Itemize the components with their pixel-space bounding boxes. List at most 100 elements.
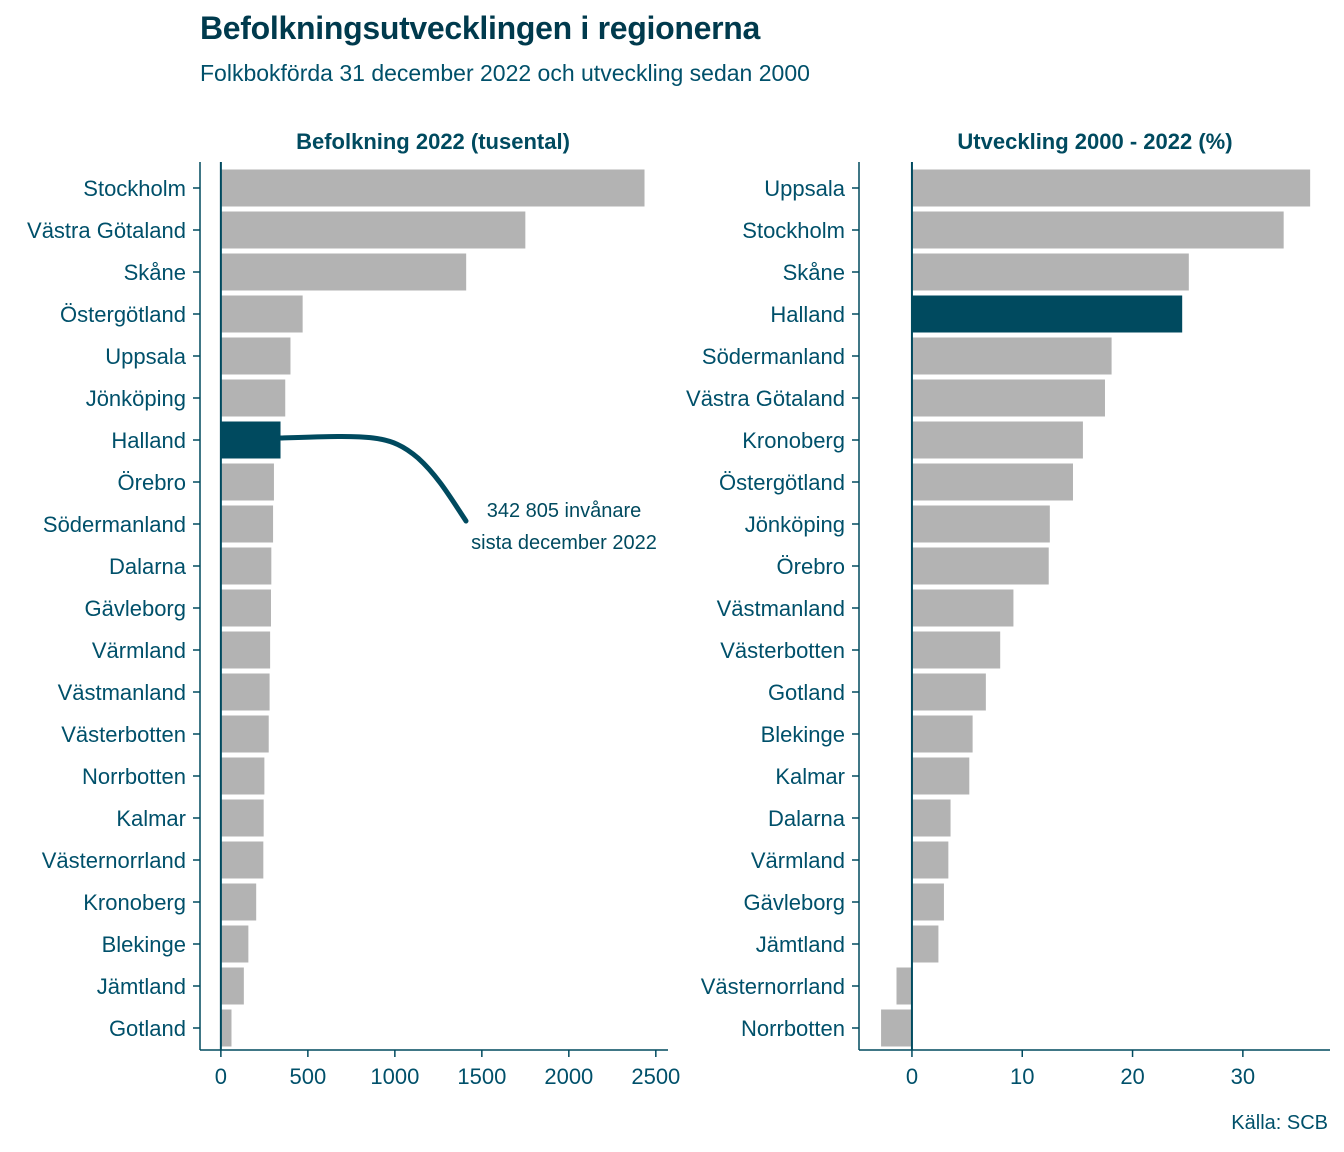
bar-2-västmanland [911,589,1014,627]
category-label-2: Jönköping [745,512,845,537]
bar-2-södermanland [911,337,1112,375]
category-label-1: Norrbotten [82,764,186,789]
chart-title: Befolkningsutvecklingen i regionerna [200,10,760,46]
category-label-1: Gotland [109,1016,186,1041]
category-label-1: Östergötland [60,302,186,327]
category-label-2: Östergötland [719,470,845,495]
bar-1-stockholm [220,169,645,207]
bar-1-kalmar [220,799,264,837]
category-label-1: Kalmar [116,806,186,831]
x-tick-label-2: 20 [1120,1064,1144,1089]
category-label-2: Kalmar [775,764,845,789]
bar-2-halland [911,295,1183,333]
bar-1-västmanland [220,673,270,711]
bar-2-norrbotten [881,1009,912,1047]
bar-1-jönköping [220,379,286,417]
bar-1-örebro [220,463,274,501]
category-label-1: Jönköping [86,386,186,411]
category-label-1: Västmanland [58,680,186,705]
category-label-2: Västernorrland [701,974,845,999]
bar-2-värmland [911,841,949,879]
bar-1-skåne [220,253,467,291]
category-label-1: Jämtland [97,974,186,999]
category-label-1: Gävleborg [84,596,186,621]
bar-1-västra-götaland [220,211,526,249]
chart-subtitle: Folkbokförda 31 december 2022 och utveck… [200,60,810,86]
bar-2-skåne [911,253,1189,291]
bar-1-norrbotten [220,757,265,795]
category-label-1: Skåne [124,260,186,285]
category-label-1: Blekinge [102,932,186,957]
bar-2-gävleborg [911,883,944,921]
bar-2-örebro [911,547,1049,585]
annotation-line-1: 342 805 invånare [487,500,642,522]
panel-title-2: Utveckling 2000 - 2022 (%) [957,129,1232,154]
annotation-line-2: sista december 2022 [471,532,657,554]
x-tick-label-1: 1500 [457,1064,506,1089]
bar-2-jönköping [911,505,1050,543]
bar-1-halland [220,421,281,459]
bar-2-västerbotten [911,631,1001,669]
bar-2-uppsala [911,169,1311,207]
bar-1-kronoberg [220,883,257,921]
annotation-arrow [278,433,469,524]
category-label-2: Södermanland [702,344,845,369]
category-label-1: Västerbotten [61,722,186,747]
category-label-2: Blekinge [761,722,845,747]
bar-1-västerbotten [220,715,269,753]
panel-title-1: Befolkning 2022 (tusental) [296,129,570,154]
x-tick-label-2: 0 [906,1064,918,1089]
bar-2-kronoberg [911,421,1083,459]
category-label-2: Värmland [751,848,845,873]
bar-2-jämtland [911,925,939,963]
bar-1-blekinge [220,925,249,963]
category-label-1: Västra Götaland [27,218,186,243]
x-tick-label-1: 1000 [370,1064,419,1089]
category-label-2: Jämtland [756,932,845,957]
category-label-2: Örebro [777,554,845,579]
bar-1-västernorrland [220,841,264,879]
bar-1-gotland [220,1009,232,1047]
bar-2-gotland [911,673,986,711]
category-label-1: Kronoberg [83,890,186,915]
x-tick-label-1: 2500 [631,1064,680,1089]
category-label-2: Gävleborg [743,890,845,915]
category-label-2: Skåne [783,260,845,285]
x-tick-label-1: 500 [290,1064,327,1089]
bar-2-västernorrland [896,967,912,1005]
category-label-1: Södermanland [43,512,186,537]
bar-2-dalarna [911,799,951,837]
bar-1-jämtland [220,967,244,1005]
bar-1-värmland [220,631,271,669]
category-label-1: Dalarna [109,554,187,579]
x-tick-label-1: 2000 [544,1064,593,1089]
category-label-2: Uppsala [764,176,845,201]
bar-2-östergötland [911,463,1073,501]
bar-2-blekinge [911,715,973,753]
x-tick-label-2: 10 [1010,1064,1034,1089]
x-tick-label-2: 30 [1231,1064,1255,1089]
category-label-2: Västra Götaland [686,386,845,411]
category-label-2: Kronoberg [742,428,845,453]
category-label-2: Halland [770,302,845,327]
category-label-1: Värmland [92,638,186,663]
bar-1-södermanland [220,505,274,543]
category-label-2: Västmanland [717,596,845,621]
bar-1-uppsala [220,337,291,375]
category-label-1: Stockholm [83,176,186,201]
category-label-1: Uppsala [105,344,186,369]
category-label-2: Stockholm [742,218,845,243]
source-label: Källa: SCB [1231,1112,1328,1134]
bar-2-västra-götaland [911,379,1105,417]
x-tick-label-1: 0 [215,1064,227,1089]
bar-2-kalmar [911,757,970,795]
category-label-2: Norrbotten [741,1016,845,1041]
bar-1-dalarna [220,547,272,585]
bar-1-östergötland [220,295,303,333]
category-label-2: Västerbotten [720,638,845,663]
category-label-2: Gotland [768,680,845,705]
bar-2-stockholm [911,211,1284,249]
category-label-2: Dalarna [768,806,846,831]
bar-1-gävleborg [220,589,271,627]
